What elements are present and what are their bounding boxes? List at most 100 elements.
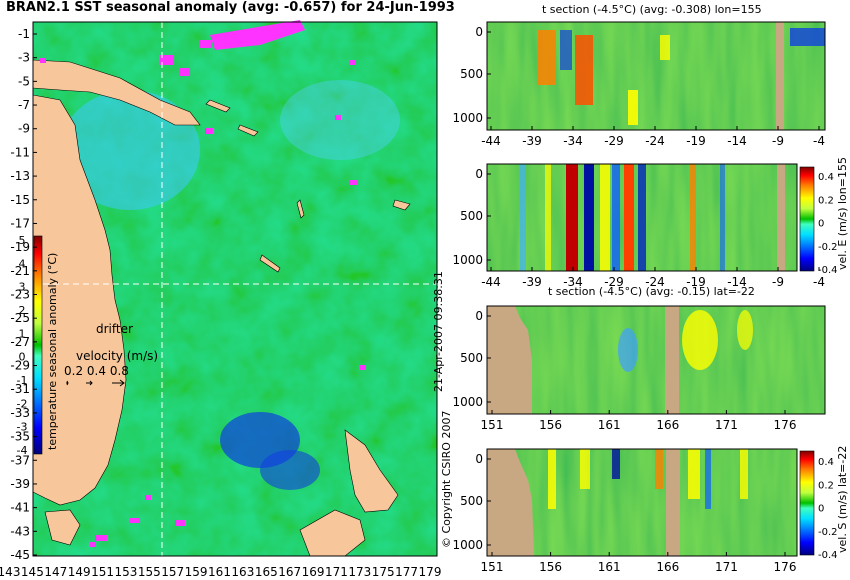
sst-map-plot [32, 20, 438, 557]
map-colorbar-label: temperature seasonal anomaly (°C) [46, 252, 59, 450]
section-y-tick-label: 1000 [452, 111, 483, 125]
map-y-tick-label: -43 [10, 524, 30, 538]
map-colorbar-tick-label: 4 [19, 257, 26, 270]
land-png [32, 59, 201, 126]
velE-colorbar [799, 166, 815, 272]
land-solomon [205, 99, 231, 113]
section-x-tick-label: 171 [715, 560, 738, 574]
section-x-tick-label: 171 [715, 418, 738, 432]
section-x-tick-label: 161 [598, 560, 621, 574]
section-x-tick-label: 176 [774, 418, 797, 432]
velocity-legend-arrows [66, 379, 125, 387]
cold-eddy [260, 450, 320, 490]
section-x-tick-label: 176 [774, 560, 797, 574]
map-x-tick-label: 147 [44, 565, 67, 579]
map-y-tick-label: -31 [10, 382, 30, 396]
map-y-tick-label: -29 [10, 359, 30, 373]
section-y-tick-label: 0 [475, 309, 483, 323]
section-x-tick-label: -29 [604, 134, 624, 148]
map-title: BRAN2.1 SST seasonal anomaly (avg: -0.65… [6, 0, 455, 15]
velS-colorbar-label: vel. S (m/s) lat=-22 [836, 445, 849, 553]
map-y-tick-label: -35 [10, 430, 30, 444]
section-colorbar-tick-label: 0.2 [818, 195, 834, 206]
map-colorbar-tick-label: -3 [17, 421, 28, 434]
map-y-tick-label: -5 [18, 74, 30, 88]
map-y-tick-label: -41 [10, 501, 30, 515]
section-x-tick-label: -39 [522, 134, 542, 148]
map-y-tick-label: -19 [10, 240, 30, 254]
map-x-tick-label: 177 [395, 565, 418, 579]
section-y-tick-label: 0 [475, 25, 483, 39]
section-x-tick-label: -24 [645, 275, 665, 289]
section-colorbar-tick-label: 0 [818, 219, 824, 230]
map-x-tick-label: 179 [419, 565, 442, 579]
map-x-tick-label: 171 [325, 565, 348, 579]
map-colorbar-tick-label: 1 [19, 327, 26, 340]
map-y-tick-label: -11 [10, 145, 30, 159]
land-nz-north [344, 429, 399, 513]
land-tasmania [44, 509, 81, 546]
section-x-tick-label: -34 [563, 134, 583, 148]
section-y-tick-label: 500 [460, 494, 483, 508]
section-y-tick-label: 500 [460, 351, 483, 365]
copyright-text: © Copyright CSIRO 2007 [440, 410, 453, 548]
section-y-tick-label: 1000 [452, 538, 483, 552]
map-x-tick-label: 143 [0, 565, 20, 579]
section-x-tick-label: -39 [522, 275, 542, 289]
velS-colorbar [799, 450, 815, 556]
t-section-lat-plot [486, 305, 826, 415]
t-section-lon-title: t section (-4.5°C) (avg: -0.308) lon=155 [542, 3, 762, 16]
section-colorbar-tick-label: -0.2 [818, 242, 838, 253]
section-x-tick-label: -19 [686, 275, 706, 289]
t-section-lat-title: t section (-4.5°C) (avg: -0.15) lat=-22 [548, 285, 755, 298]
section-x-tick-label: -44 [481, 275, 501, 289]
section-x-tick-label: -44 [481, 134, 501, 148]
section-x-tick-label: 151 [481, 560, 504, 574]
map-x-tick-label: 165 [255, 565, 278, 579]
velocity-legend-label: velocity (m/s) [76, 349, 159, 363]
map-colorbar-tick-label: -4 [17, 444, 28, 457]
map-y-tick-label: -37 [10, 453, 30, 467]
section-x-tick-label: -9 [772, 134, 784, 148]
map-x-tick-label: 153 [114, 565, 137, 579]
map-y-tick-label: -9 [18, 122, 30, 136]
section-x-tick-label: 151 [481, 418, 504, 432]
map-x-tick-label: 169 [302, 565, 325, 579]
section-x-tick-label: 156 [539, 418, 562, 432]
section-y-tick-label: 1000 [452, 395, 483, 409]
map-y-tick-label: -25 [10, 311, 30, 325]
map-colorbar-tick-label: -1 [17, 374, 28, 387]
map-colorbar-tick-label: 3 [19, 281, 26, 294]
section-x-tick-label: -4 [813, 275, 825, 289]
map-x-tick-label: 151 [91, 565, 114, 579]
section-x-tick-label: -4 [813, 134, 825, 148]
map-y-tick-label: -7 [18, 98, 30, 112]
section-colorbar-tick-label: 0.4 [818, 172, 834, 183]
map-y-tick-label: -33 [10, 406, 30, 420]
map-y-tick-label: -27 [10, 335, 30, 349]
velocity-legend-values: 0.2 0.4 0.8 [64, 364, 129, 378]
map-colorbar-tick-label: 2 [19, 304, 26, 317]
map-y-tick-label: -39 [10, 477, 30, 491]
velS-section-lat-plot [486, 448, 815, 557]
map-x-tick-label: 173 [348, 565, 371, 579]
map-x-tick-label: 149 [68, 565, 91, 579]
section-x-tick-label: -14 [727, 275, 747, 289]
section-x-tick-label: -9 [772, 275, 784, 289]
section-x-tick-label: 166 [656, 560, 679, 574]
velE-colorbar-label: vel. E (m/s) lon=155 [836, 157, 849, 270]
map-x-tick-label: 159 [185, 565, 208, 579]
section-colorbar-tick-label: -0.4 [818, 265, 838, 276]
section-colorbar-tick-label: 0 [818, 504, 824, 515]
map-y-tick-label: -1 [18, 27, 30, 41]
map-x-tick-label: 163 [231, 565, 254, 579]
land-vanuatu [296, 199, 305, 219]
map-x-tick-label: 175 [372, 565, 395, 579]
drifter-legend-label: drifter [96, 322, 133, 336]
section-y-tick-label: 0 [475, 167, 483, 181]
map-y-tick-label: -13 [10, 169, 30, 183]
t-section-lon-plot [486, 21, 826, 131]
map-x-tick-label: 145 [21, 565, 44, 579]
section-y-tick-label: 1000 [452, 253, 483, 267]
section-x-tick-label: 166 [656, 418, 679, 432]
